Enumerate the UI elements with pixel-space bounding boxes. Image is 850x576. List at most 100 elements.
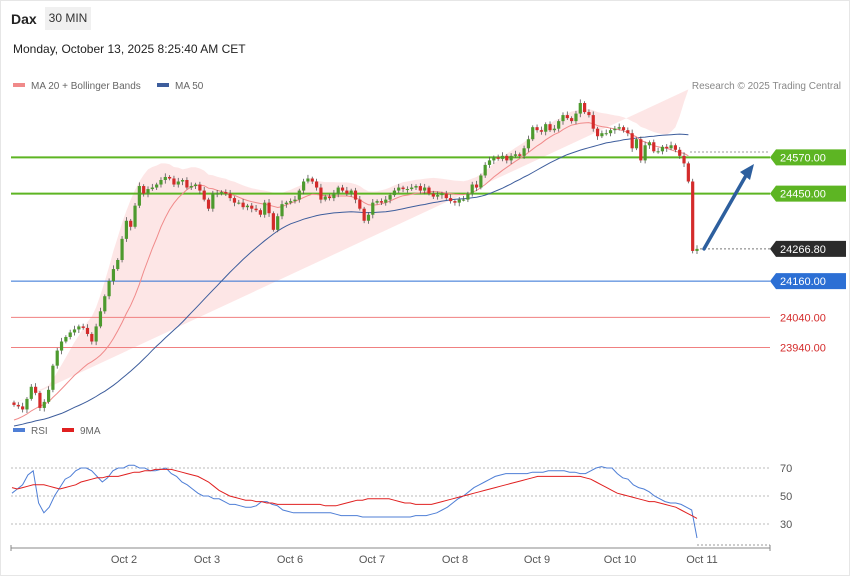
candle bbox=[682, 152, 686, 168]
candle bbox=[232, 196, 237, 207]
candle bbox=[483, 162, 487, 178]
candle-body bbox=[353, 190, 358, 200]
level-label: 23940.00 bbox=[780, 343, 826, 355]
candle bbox=[77, 324, 81, 334]
candle bbox=[198, 181, 202, 195]
candle-body bbox=[189, 186, 193, 188]
candle-body bbox=[660, 146, 665, 152]
candle bbox=[280, 200, 284, 220]
ma50-swatch bbox=[157, 83, 169, 88]
candle-body bbox=[474, 184, 479, 188]
x-tick-label: Oct 3 bbox=[194, 554, 220, 566]
candle-body bbox=[591, 115, 595, 129]
candle-body bbox=[327, 196, 332, 199]
candle-body bbox=[34, 386, 38, 393]
candle-body bbox=[116, 260, 120, 270]
candle bbox=[379, 198, 384, 206]
candle-body bbox=[302, 181, 306, 191]
candle bbox=[98, 307, 103, 329]
candle bbox=[340, 184, 345, 193]
candle-body bbox=[25, 398, 29, 410]
candle-body bbox=[496, 157, 500, 159]
candle-body bbox=[449, 198, 453, 202]
candle-body bbox=[176, 181, 180, 185]
candle bbox=[509, 153, 513, 164]
candle-body bbox=[111, 269, 116, 282]
candle-body bbox=[293, 199, 297, 202]
level-label: 24040.00 bbox=[780, 312, 826, 324]
candle-body bbox=[414, 186, 418, 188]
candle-body bbox=[539, 130, 543, 132]
level-tag-24450.00: 24450.00 bbox=[770, 185, 846, 202]
candle-body bbox=[678, 149, 682, 156]
candle bbox=[46, 386, 51, 404]
candle bbox=[133, 202, 137, 229]
candle bbox=[64, 335, 68, 344]
candle-body bbox=[513, 154, 518, 156]
candle bbox=[276, 213, 280, 233]
level-label: 24570.00 bbox=[780, 152, 826, 164]
candle bbox=[180, 178, 185, 186]
candle bbox=[314, 178, 319, 191]
candle bbox=[51, 363, 55, 393]
ma20-label: MA 20 + Bollinger Bands bbox=[31, 81, 141, 92]
candle-body bbox=[552, 128, 556, 131]
candle-body bbox=[59, 341, 64, 351]
timeframe-button[interactable]: 30 MIN bbox=[45, 7, 91, 30]
candle-body bbox=[180, 180, 185, 182]
candle-body bbox=[371, 202, 375, 215]
candle-body bbox=[401, 187, 405, 190]
candle-body bbox=[55, 350, 59, 366]
candle-body bbox=[544, 124, 548, 132]
candle-body bbox=[310, 178, 314, 182]
ma20-swatch bbox=[13, 83, 25, 88]
candle bbox=[691, 178, 695, 254]
candle bbox=[457, 196, 461, 207]
candle bbox=[410, 183, 414, 191]
candle bbox=[371, 199, 375, 219]
candle-body bbox=[133, 205, 137, 227]
candle bbox=[414, 184, 418, 190]
candle-body bbox=[280, 204, 284, 217]
candle bbox=[665, 144, 669, 152]
candle-body bbox=[405, 189, 409, 191]
candle-body bbox=[245, 205, 250, 208]
candle-body bbox=[16, 404, 20, 407]
candle bbox=[656, 147, 660, 154]
candle-body bbox=[349, 190, 353, 194]
candle bbox=[474, 180, 479, 192]
candle bbox=[289, 198, 293, 205]
candle-body bbox=[228, 193, 232, 199]
candle-body bbox=[505, 155, 509, 161]
candle bbox=[470, 181, 474, 197]
candle-body bbox=[129, 220, 133, 227]
candle bbox=[224, 189, 228, 196]
legend-ma50: MA 50 bbox=[157, 81, 203, 92]
candle-body bbox=[492, 157, 496, 161]
candle-body bbox=[241, 202, 245, 208]
candle-body bbox=[163, 176, 167, 180]
candle-body bbox=[665, 146, 669, 149]
candle bbox=[557, 119, 561, 132]
candle-body bbox=[656, 151, 660, 153]
x-tick-label: Oct 2 bbox=[111, 554, 137, 566]
candle-body bbox=[427, 187, 431, 194]
rsi-ma-line bbox=[11, 468, 698, 519]
candle bbox=[111, 265, 116, 285]
level-tag-bg bbox=[770, 185, 846, 202]
candle-body bbox=[211, 193, 215, 209]
candle bbox=[202, 186, 206, 202]
candle-body bbox=[142, 186, 146, 194]
candle bbox=[34, 383, 38, 396]
candle-body bbox=[124, 220, 128, 239]
candle bbox=[215, 189, 219, 198]
candle-body bbox=[574, 113, 578, 122]
rsi-label: RSI bbox=[31, 426, 48, 437]
candle-body bbox=[289, 201, 293, 203]
rsi-line bbox=[11, 464, 698, 539]
candle bbox=[150, 183, 154, 191]
candle-body bbox=[634, 139, 639, 149]
candle-body bbox=[193, 184, 198, 187]
level-label: 24160.00 bbox=[780, 276, 826, 288]
candle-body bbox=[306, 178, 310, 182]
